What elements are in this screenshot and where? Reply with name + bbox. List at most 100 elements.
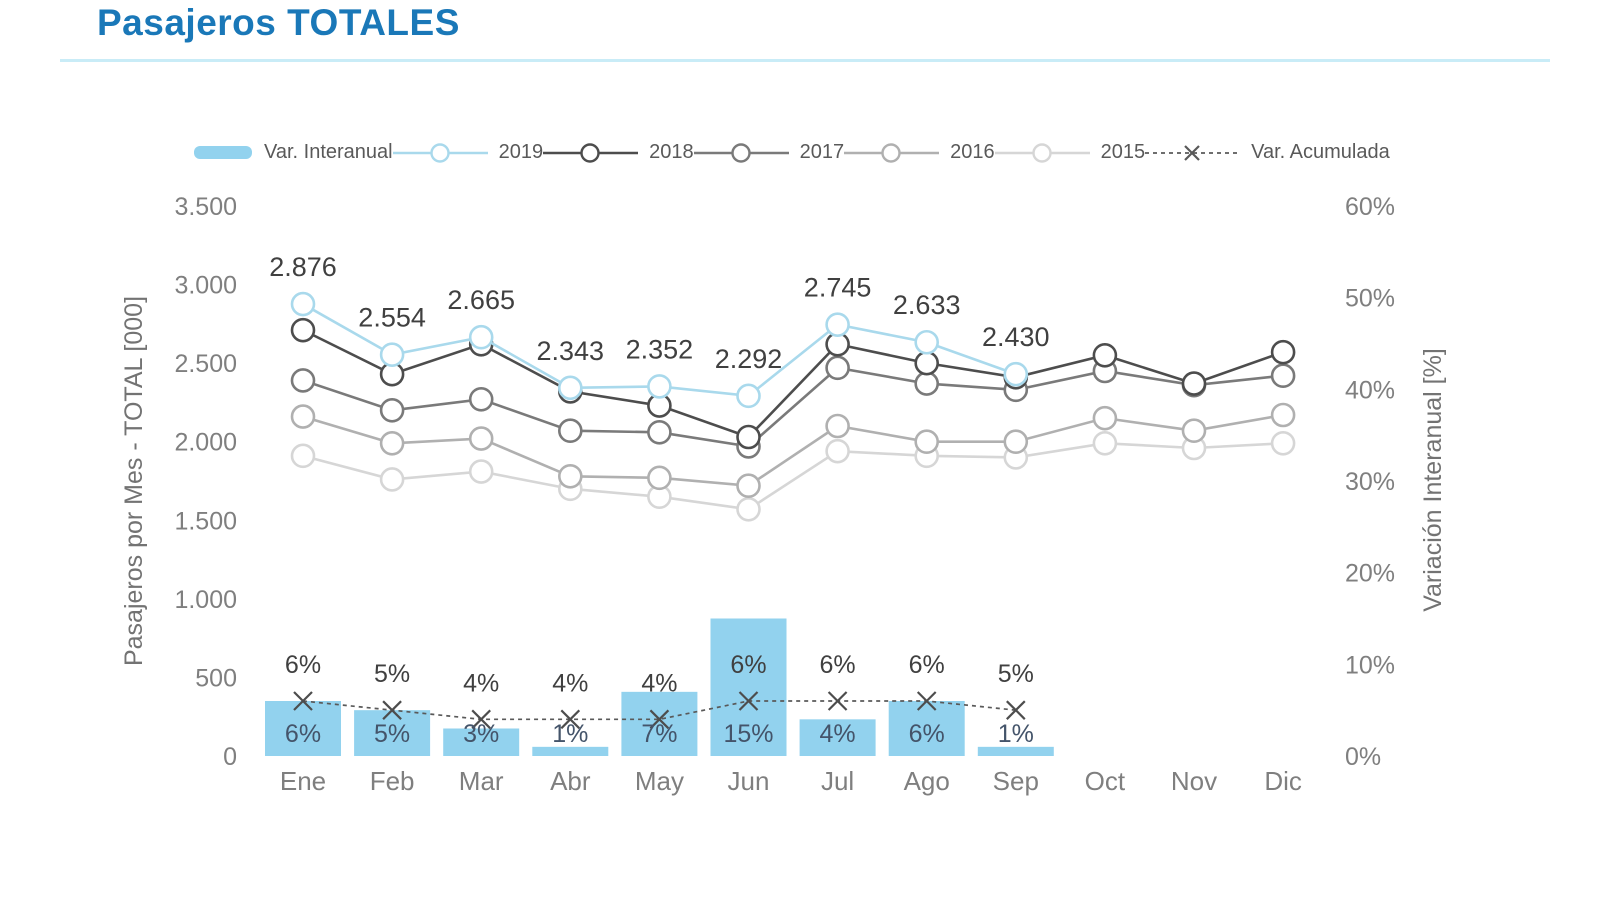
point-2019-Mar <box>468 324 494 350</box>
point-2019-Feb <box>379 342 405 367</box>
acumulada-label: 4% <box>552 669 588 697</box>
point-2016-Sep <box>1003 429 1029 455</box>
left-axis-tick-label: 2.500 <box>174 350 237 378</box>
data-label-2019: 2.633 <box>893 290 961 320</box>
swatch-circle <box>730 142 751 163</box>
legend-item-2015: 2015 <box>994 141 1146 164</box>
point-2018-Jun <box>736 424 761 450</box>
bar-label: 6% <box>909 720 945 748</box>
point-2016-Oct <box>1092 405 1118 431</box>
right-axis-tick-label: 50% <box>1345 285 1395 313</box>
legend-label: 2017 <box>799 141 845 163</box>
x-stroke <box>560 709 581 730</box>
acumulada-x-marker <box>827 691 848 711</box>
point-2015-Jul <box>825 438 850 464</box>
left-axis-tick-label: 2.000 <box>174 429 237 457</box>
page-title: Pasajeros TOTALES <box>97 2 460 43</box>
right-axis-tick-label: 0% <box>1345 743 1381 771</box>
point-2018-Nov <box>1181 371 1207 396</box>
line-circle-marker <box>392 142 488 163</box>
data-label-2019: 2.665 <box>447 285 515 315</box>
data-label-2019: 2.554 <box>358 303 426 333</box>
point-2017-Dic <box>1270 363 1296 389</box>
x-axis-label: Sep <box>993 766 1039 796</box>
point-2015-Jun <box>736 496 761 522</box>
bar-Feb <box>354 710 431 756</box>
point-2018-Dic <box>1270 339 1296 365</box>
point-2016-Abr <box>557 463 583 489</box>
acumulada-label: 6% <box>730 651 766 679</box>
point-2018-Ago <box>914 350 940 376</box>
point-2016-Nov <box>1181 418 1207 444</box>
legend-label: 2015 <box>1100 141 1146 163</box>
x-stroke <box>827 691 848 711</box>
right-axis-tick-label: 40% <box>1345 376 1395 404</box>
acumulada-label: 4% <box>463 669 499 697</box>
data-label-2019: 2.343 <box>537 336 605 366</box>
legend-item-var-interanual: Var. Interanual <box>193 141 393 164</box>
acumulada-label: 6% <box>285 651 321 679</box>
point-2015-Ene <box>290 443 316 469</box>
acumulada-x-marker <box>293 691 313 711</box>
bar-Abr <box>532 746 609 756</box>
point-2018-Oct <box>1092 342 1118 368</box>
legend-item-2016: 2016 <box>844 141 995 164</box>
x-axis-label: Jul <box>821 766 854 796</box>
point-2019-Sep <box>1003 361 1029 387</box>
bar-Sep <box>977 746 1054 756</box>
x-stroke <box>649 709 670 730</box>
x-axis-label: Nov <box>1171 766 1217 796</box>
bar-label: 1% <box>552 720 588 748</box>
point-2016-Ago <box>914 429 940 455</box>
point-2016-Ene <box>290 404 316 429</box>
point-2017-Mar <box>468 386 494 412</box>
point-2019-May <box>647 374 672 399</box>
acumulada-x-marker <box>649 709 670 730</box>
legend-label: Var. Interanual <box>264 141 393 163</box>
legend-label: 2016 <box>950 141 995 163</box>
left-axis-tick-label: 0 <box>223 743 237 771</box>
point-2019-Jun <box>736 383 761 409</box>
x-axis-label: Feb <box>370 766 415 796</box>
acumulada-x-marker <box>1006 700 1026 720</box>
left-axis-tick-label: 500 <box>195 664 237 692</box>
data-label-2019: 2.430 <box>982 322 1050 352</box>
point-2016-Jul <box>825 413 850 439</box>
legend-label: Var. Acumulada <box>1251 141 1390 163</box>
x-axis-label: May <box>635 766 684 796</box>
x-stroke <box>916 691 937 711</box>
x-axis-label: Ene <box>280 766 326 796</box>
x-stroke <box>738 691 759 711</box>
line-circle-marker <box>543 142 639 163</box>
acumulada-x-marker <box>560 709 581 730</box>
legend-label: 2019 <box>498 141 544 163</box>
swatch-x <box>1184 144 1200 161</box>
point-2017-Abr <box>557 418 583 444</box>
x-axis-label: Ago <box>904 766 950 796</box>
point-2016-Mar <box>468 426 494 451</box>
point-2019-Abr <box>557 375 583 401</box>
acumulada-x-marker <box>738 691 759 711</box>
bar-swatch <box>194 145 252 159</box>
acumulada-label: 5% <box>374 660 410 688</box>
point-2019-Ago <box>914 329 940 355</box>
line-2016 <box>302 413 1284 488</box>
bar-Ene <box>265 701 341 756</box>
legend-item-2017: 2017 <box>693 141 845 164</box>
point-2017-Jul <box>825 355 850 381</box>
swatch-circle <box>1031 142 1052 163</box>
swatch-circle <box>429 142 450 163</box>
point-2017-May <box>647 419 672 445</box>
bar-label: 7% <box>641 720 677 748</box>
point-2015-Oct <box>1092 430 1118 456</box>
acumulada-x-marker <box>471 709 491 730</box>
line-circle-marker <box>844 142 940 163</box>
bar-Mar <box>443 728 520 756</box>
right-axis-tick-label: 30% <box>1345 468 1395 496</box>
bar-Ago <box>888 701 965 756</box>
chart-legend: Var. Interanual 2019 2018 2017 2016 2015 Var. … <box>193 141 1390 164</box>
x-axis-label: Mar <box>459 766 504 796</box>
x-axis-label: Abr <box>550 766 591 796</box>
dashed-x-marker <box>1145 144 1241 161</box>
